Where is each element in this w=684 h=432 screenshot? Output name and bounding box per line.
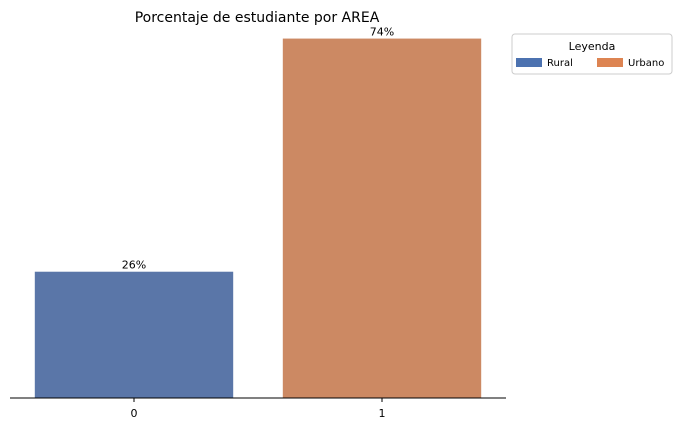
legend-label-urbano: Urbano [628,58,664,69]
x-tick-label-1: 1 [379,407,386,420]
legend-title: Leyenda [569,40,616,53]
legend-swatch-urbano [597,58,623,67]
legend-label-rural: Rural [547,58,573,69]
data-label-1: 74% [370,26,394,39]
chart-title: Porcentaje de estudiante por AREA [135,10,380,26]
x-tick-label-0: 0 [131,407,138,420]
data-labels-group: 26% 74% [122,26,394,272]
legend: Leyenda Rural Urbano [511,33,673,75]
bar-0 [34,271,234,398]
legend-swatch-rural [516,58,542,67]
legend-frame [511,33,673,75]
bar-1 [282,38,482,398]
bars-group [34,38,482,398]
data-label-0: 26% [122,259,146,272]
